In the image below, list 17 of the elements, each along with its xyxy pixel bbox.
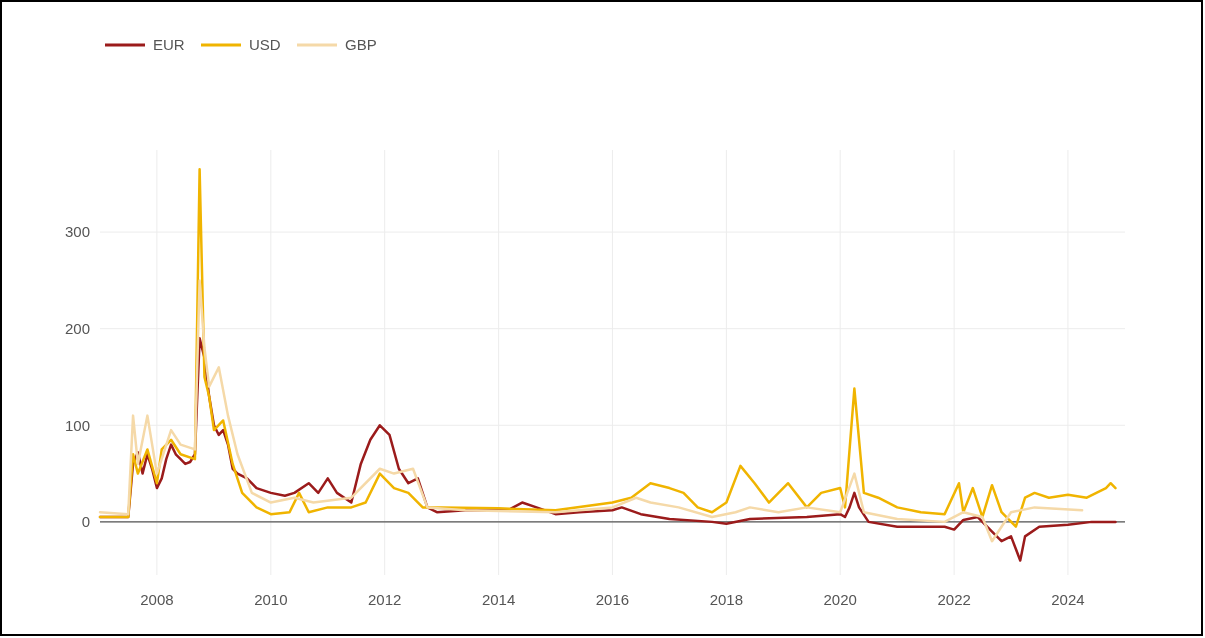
y-tick-label: 100 — [64, 416, 90, 434]
y-tick-label: 0 — [81, 513, 90, 531]
x-tick-label: 2008 — [140, 591, 174, 608]
x-tick-label: 2012 — [367, 591, 402, 608]
x-tick-label: 2024 — [1051, 591, 1085, 608]
x-tick-label: 2020 — [823, 591, 857, 608]
y-tick-label: 200 — [64, 319, 90, 337]
x-tick-label: 2010 — [254, 591, 288, 608]
x-tick-label: 2018 — [709, 591, 744, 608]
legend-label: USD — [249, 36, 281, 54]
legend-label: EUR — [153, 36, 185, 54]
x-tick-label: 2022 — [937, 591, 971, 608]
line-series — [98, 279, 1084, 543]
x-tick-label: 2014 — [481, 591, 516, 608]
x-tick-label: 2016 — [595, 591, 630, 608]
legend-label: GBP — [345, 36, 377, 54]
y-tick-label: 300 — [64, 223, 90, 241]
